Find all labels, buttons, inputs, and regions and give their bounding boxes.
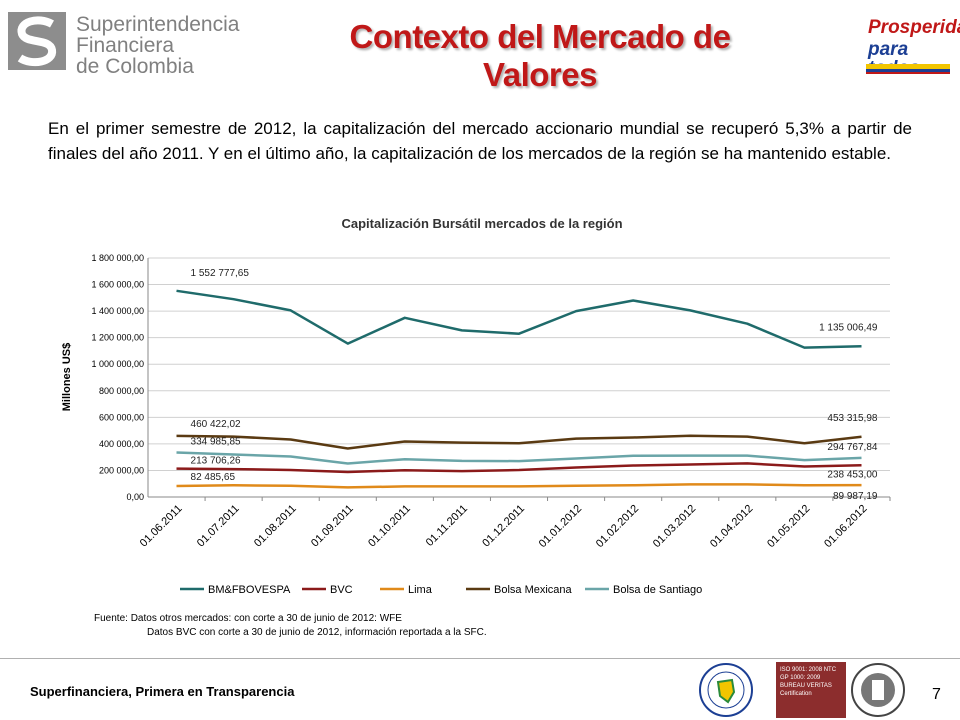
sfc-logo: Superintendencia Financiera de Colombia [8,12,239,77]
org-name-line-3: de Colombia [76,55,194,78]
x-tick-label: 01.04.2012 [708,503,755,550]
iso-certification-badge: ISO 9001: 2008 NTC GP 1000: 2009 BUREAU … [776,662,846,718]
page-number: 7 [932,686,941,703]
x-tick-label: 01.07.2011 [195,503,242,550]
chart-legend: BM&FBOVESPA BVC Lima Bolsa Mexicana Bolsa de… [180,584,702,596]
y-tick-label: 200 000,00 [99,465,144,475]
x-tick-label: 01.02.2012 [594,503,641,550]
org-name-line-2: Financiera [76,34,175,57]
data-label-first: 213 706,26 [191,456,241,467]
y-tick-label: 1 600 000,00 [91,280,144,290]
source-line-2: Datos BVC con corte a 30 de junio de 201… [147,627,487,638]
series-line [176,434,862,450]
data-label-last: 238 453,00 [827,469,877,480]
quality-seal-icon [699,663,753,717]
chart-data-labels: 1 552 777,65 1 135 006,49 213 706,26 238 45… [191,268,878,502]
x-tick-label: 01.09.2011 [309,503,356,550]
footer-motto: Superfinanciera, Primera en Transparenci… [30,684,295,699]
legend-label: Bolsa Mexicana [494,584,573,596]
x-tick-label: 01.06.2011 [138,503,185,550]
y-tick-label: 1 400 000,00 [91,306,144,316]
gov-logo-line-1: Prosperidad [868,17,960,38]
y-tick-label: 1 000 000,00 [91,359,144,369]
data-label-first: 1 552 777,65 [191,268,250,279]
source-note: Fuente: Datos otros mercados: con corte … [94,612,487,640]
legend-label: Lima [408,584,433,596]
y-tick-label: 600 000,00 [99,412,144,422]
data-label-first: 82 485,65 [191,472,236,483]
org-name-line-1: Superintendencia [76,13,240,36]
x-tick-label: 01.11.2011 [424,503,470,549]
x-tick-label: 01.06.2012 [822,503,869,550]
x-tick-label: 01.03.2012 [651,503,698,550]
y-axis-label: Millones US$ [61,343,73,411]
data-label-last: 294 767,84 [827,442,877,453]
chart-title: Capitalización Bursátil mercados de la r… [341,216,622,231]
flag-stripe-icon [866,64,950,74]
data-label-first: 460 422,02 [191,419,241,430]
series-line [176,451,862,465]
y-tick-label: 0,00 [126,492,144,502]
data-label-last: 1 135 006,49 [819,322,878,333]
bureau-veritas-seal-icon [851,663,905,717]
x-tick-label: 01.08.2011 [252,503,299,550]
x-tick-label: 01.10.2011 [366,503,413,550]
legend-label: BM&FBOVESPA [208,584,291,596]
data-label-first: 334 985,85 [191,437,241,448]
footer-divider [0,658,960,659]
legend-label: BVC [330,584,353,596]
chart-series-lines [176,289,862,489]
series-line [176,483,862,489]
chart-grid [147,257,891,501]
y-axis-ticks: 0,00 200 000,00 400 000,00 600 000,00 800 00… [91,253,144,502]
y-tick-label: 800 000,00 [99,386,144,396]
market-cap-chart: Capitalización Bursátil mercados de la r… [61,216,891,596]
x-tick-label: 01.12.2011 [480,503,527,550]
x-tick-label: 01.05.2012 [765,503,812,550]
y-tick-label: 400 000,00 [99,439,144,449]
data-label-last: 89 987,19 [833,491,878,502]
series-line [176,462,862,474]
prosperidad-logo: Prosperidad para todos [862,12,960,78]
y-tick-label: 1 800 000,00 [91,253,144,263]
x-axis-ticks: 01.06.2011 01.07.2011 01.08.2011 01.09.2011… [138,503,870,550]
source-line-1: Fuente: Datos otros mercados: con corte … [94,613,402,624]
legend-label: Bolsa de Santiago [613,584,702,596]
series-line [176,289,862,349]
data-label-last: 453 315,98 [827,413,877,424]
x-tick-label: 01.01.2012 [537,503,584,550]
sfc-emblem-icon [8,12,66,70]
intro-paragraph: En el primer semestre de 2012, la capita… [48,119,912,163]
slide-title: Contexto del Mercado de Valores [349,18,731,93]
y-tick-label: 1 200 000,00 [91,333,144,343]
